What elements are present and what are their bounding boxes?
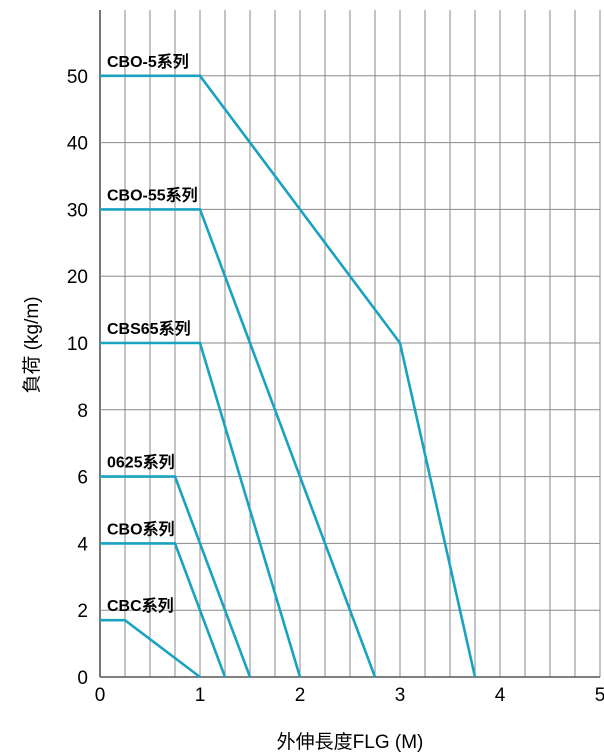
y-tick-label: 0 <box>77 668 88 689</box>
y-tick-label: 6 <box>77 468 88 489</box>
series-line <box>100 475 252 678</box>
series-lines <box>100 74 477 679</box>
y-tick-label: 10 <box>67 334 88 355</box>
series-label: CBS65系列 <box>107 319 191 338</box>
y-tick-labels: 0 2 4 6 8 10 20 30 40 50 <box>67 67 89 689</box>
series-line <box>100 542 227 678</box>
series-label: CBC系列 <box>107 596 174 615</box>
series-line <box>100 341 302 678</box>
y-tick-label: 30 <box>67 200 88 221</box>
x-tick-label: 4 <box>495 685 506 706</box>
series-labels: CBO-5系列 CBO-55系列 CBS65系列 0625系列 CBO系列 CBC系列 <box>107 52 198 615</box>
x-tick-label: 3 <box>395 685 406 706</box>
series-label: CBO-5系列 <box>107 52 189 71</box>
series-line <box>100 618 201 679</box>
x-tick-label: 5 <box>595 685 604 706</box>
y-tick-label: 40 <box>67 134 88 155</box>
y-tick-label: 20 <box>67 267 88 288</box>
y-tick-label: 2 <box>77 601 88 622</box>
x-tick-label: 1 <box>195 685 206 706</box>
series-label: CBO系列 <box>107 519 175 538</box>
series-line <box>100 208 377 678</box>
x-tick-labels: 0 1 2 3 4 5 <box>95 685 604 706</box>
x-axis-title: 外伸長度FLG (M) <box>277 731 424 753</box>
series-line <box>100 74 477 678</box>
y-tick-label: 8 <box>77 401 88 422</box>
y-tick-label: 50 <box>67 67 88 88</box>
series-label: CBO-55系列 <box>107 185 198 204</box>
x-tick-label: 0 <box>95 685 106 706</box>
y-axis-title: 負荷 (kg/m) <box>21 296 43 393</box>
y-tick-label: 4 <box>77 534 88 555</box>
series-label: 0625系列 <box>107 453 175 472</box>
x-tick-label: 2 <box>295 685 306 706</box>
